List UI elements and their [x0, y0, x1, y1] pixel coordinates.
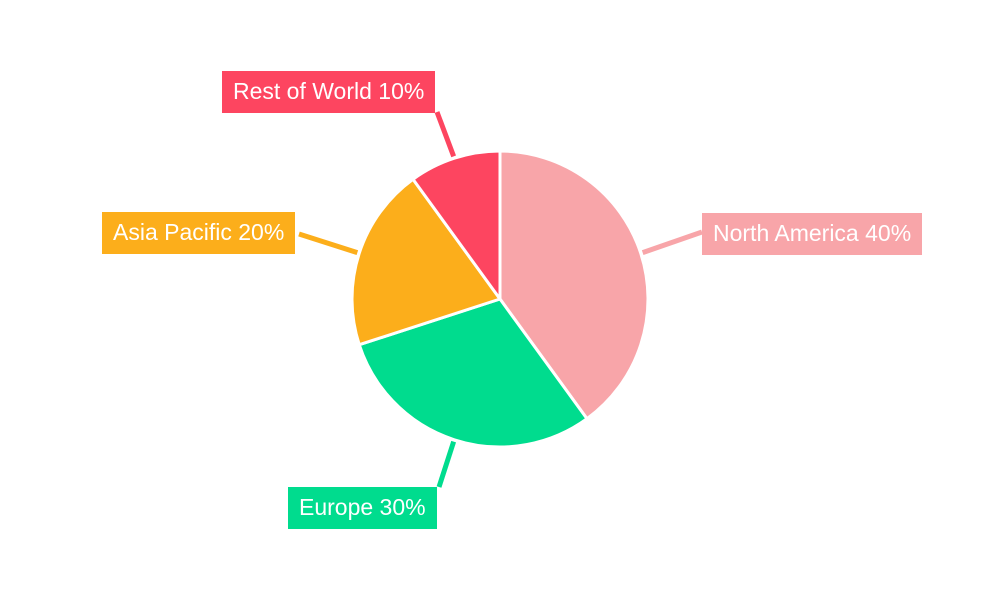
callout-label-asia-pacific: Asia Pacific 20%: [102, 212, 296, 254]
leader-line-north-america: [641, 229, 703, 256]
pie-slice-north-america: [498, 149, 650, 421]
leader-line-asia-pacific: [298, 231, 359, 256]
pie-slice-europe: [357, 297, 589, 449]
pie-slice-asia-pacific: [350, 177, 502, 347]
leader-line-rest-of-world: [434, 111, 456, 158]
callout-label-rest-of-world: Rest of World 10%: [222, 71, 436, 113]
callout-label-europe: Europe 30%: [288, 487, 437, 529]
callout-label-north-america: North America 40%: [702, 213, 923, 255]
leader-line-europe: [436, 440, 457, 488]
pie-slice-rest-of-world: [411, 149, 502, 301]
